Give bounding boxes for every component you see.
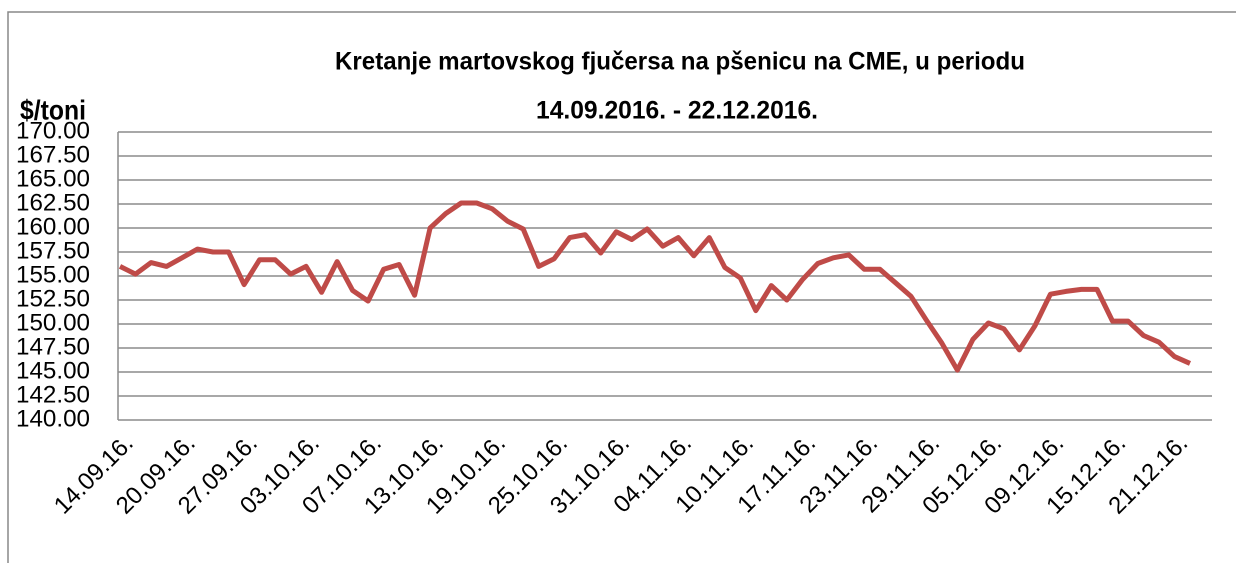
y-tick-label: 165.00 [16,165,90,192]
chart-subtitle: 14.09.2016. - 22.12.2016. [536,97,818,125]
y-tick-label: 145.00 [16,357,90,384]
y-tick-label: 160.00 [16,213,90,240]
chart-title: Kretanje martovskog fjučersa na pšenicu … [335,48,1025,76]
data-line [118,200,1192,373]
y-axis-label: $/toni [20,94,86,125]
y-tick-label: 150.00 [16,309,90,336]
y-tick-label: 142.50 [16,381,90,408]
y-tick-label: 170.00 [16,117,90,144]
y-tick-label: 152.50 [16,285,90,312]
y-tick-label: 140.00 [16,405,90,432]
y-tick-label: 147.50 [16,333,90,360]
chart-frame [7,11,1236,563]
y-tick-label: 157.50 [16,237,90,264]
y-tick-label: 162.50 [16,189,90,216]
y-tick-label: 167.50 [16,141,90,168]
y-tick-label: 155.00 [16,261,90,288]
